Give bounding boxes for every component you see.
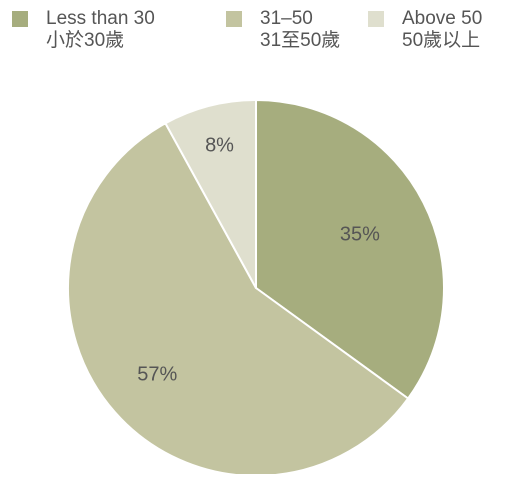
pie-label-less-than-30: 35% [340, 223, 380, 245]
legend-label-above-50: Above 50 50歲以上 [402, 8, 482, 52]
legend-label-en: Above 50 [402, 8, 483, 29]
legend-label-zh: 31至50歲 [260, 30, 341, 51]
pie-label-above-50: 8% [205, 134, 234, 156]
legend-label-en: 31–50 [260, 8, 313, 29]
legend-label-less-than-30: Less than 30 小於30歲 [46, 8, 155, 52]
pie-slice-31-50 [67, 122, 410, 477]
legend-swatch-31-50 [226, 11, 242, 27]
legend: Less than 30 小於30歲 31–50 31至50歲 Above 50… [0, 0, 509, 70]
legend-label-zh: 小於30歲 [46, 30, 125, 51]
legend-label-en: Less than 30 [46, 8, 155, 29]
pie-slice-above-50 [164, 99, 257, 289]
legend-label-31-50: 31–50 31至50歲 [260, 8, 340, 52]
pie-label-31-50: 57% [137, 363, 177, 385]
legend-swatch-above-50 [368, 11, 384, 27]
legend-label-zh: 50歲以上 [402, 30, 481, 51]
pie-slice-less-than-30 [255, 99, 445, 400]
legend-swatch-less-than-30 [12, 11, 28, 27]
